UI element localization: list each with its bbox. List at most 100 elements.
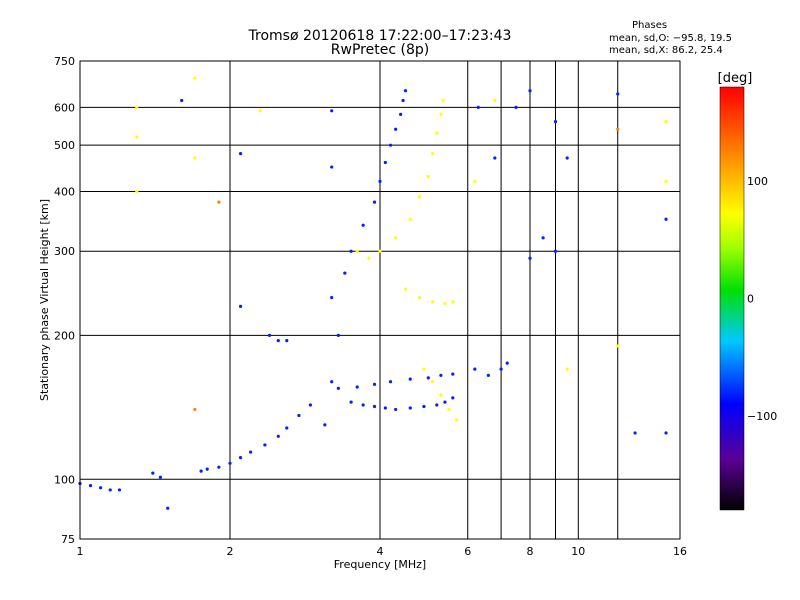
scatter-point — [372, 404, 377, 409]
y-tick-label: 75 — [61, 533, 75, 546]
scatter-point — [238, 152, 243, 156]
scatter-point — [399, 112, 403, 116]
scatter-point — [408, 406, 412, 410]
scatter-point — [664, 431, 668, 435]
scatter-point — [435, 131, 439, 135]
scatter-point — [343, 271, 347, 275]
scatter-point — [276, 434, 280, 438]
scatter-point — [422, 404, 426, 409]
y-tick-label: 100 — [54, 473, 75, 486]
scatter-point — [439, 373, 443, 377]
y-tick-label: 300 — [54, 245, 75, 258]
x-tick-label: 6 — [464, 545, 471, 558]
scatter-point — [486, 373, 490, 377]
scatter-point — [249, 450, 253, 454]
x-axis-label: Frequency [MHz] — [334, 558, 426, 571]
x-tick-label: 4 — [377, 545, 384, 558]
x-tick-label: 10 — [571, 545, 585, 558]
scatter-point — [499, 367, 503, 371]
scatter-point — [99, 486, 103, 490]
scatter-point — [451, 372, 455, 376]
scatter-point — [285, 339, 289, 343]
scatter-point — [336, 333, 340, 337]
scatter-point — [505, 361, 509, 365]
scatter-point — [447, 407, 451, 412]
scatter-point — [355, 385, 359, 389]
y-axis-label: Stationary phase Virtual Height [km] — [38, 199, 51, 401]
scatter-point — [383, 406, 387, 410]
phases-heading: Phases — [632, 20, 668, 31]
scatter-point — [383, 160, 387, 165]
scatter-point — [664, 217, 668, 221]
x-tick-label: 16 — [673, 545, 687, 558]
scatter-point — [435, 403, 439, 407]
x-tick-label: 1 — [77, 545, 84, 558]
scatter-point — [403, 287, 408, 291]
scatter-point — [238, 304, 243, 308]
scatter-point — [193, 156, 197, 160]
scatter-point — [263, 443, 267, 447]
scatter-point — [417, 295, 422, 300]
scatter-point — [388, 380, 393, 384]
phases-x-mode-stats: mean, sd,X: 86.2, 25.4 — [609, 45, 723, 56]
scatter-point — [349, 249, 353, 253]
scatter-point — [443, 302, 447, 306]
scatter-point — [439, 393, 443, 397]
scatter-point — [349, 400, 353, 404]
scatter-point — [417, 195, 422, 199]
scatter-point — [276, 339, 280, 343]
scatter-point — [205, 467, 209, 471]
scatter-point — [330, 380, 334, 384]
scatter-point — [408, 217, 412, 221]
scatter-point — [553, 120, 558, 124]
scatter-point — [430, 300, 435, 304]
scatter-point — [528, 89, 532, 93]
scatter-point — [158, 475, 163, 479]
scatter-point — [330, 109, 334, 113]
scatter-point — [135, 135, 139, 139]
scatter-point — [323, 423, 327, 427]
scatter-point — [430, 380, 435, 384]
scatter-point — [439, 112, 443, 116]
scatter-point — [267, 333, 272, 337]
scatter-point — [633, 431, 637, 435]
scatter-point — [88, 484, 93, 488]
scatter-point — [426, 376, 430, 380]
scatter-point — [476, 105, 480, 109]
x-axis-ticks: 1 2 4 6 8 10 16 — [77, 545, 688, 558]
phases-o-mode-stats: mean, sd,O: −95.8, 19.5 — [609, 33, 732, 44]
scatter-point — [493, 156, 497, 160]
plot-frame — [79, 60, 681, 540]
scatter-point — [426, 174, 430, 179]
scatter-point — [372, 382, 377, 386]
scatter-point — [361, 403, 365, 407]
scatter-point — [394, 127, 398, 131]
scatter-point — [493, 98, 497, 103]
scatter-point — [664, 120, 668, 124]
scatter-point — [388, 143, 393, 147]
scatter-point — [401, 98, 405, 103]
scatter-point — [451, 300, 455, 304]
scatter-point — [108, 488, 112, 492]
scatter-point — [528, 256, 532, 260]
scatter-point — [664, 179, 668, 183]
scatter-point — [455, 418, 459, 422]
scatter-point — [297, 413, 301, 418]
scatter-point — [514, 105, 518, 109]
scatter-point — [441, 98, 445, 103]
scatter-point — [451, 396, 455, 400]
scatter-point — [553, 249, 558, 253]
y-axis-ticks: 75 100 200 300 400 500 600 750 — [54, 55, 75, 546]
colorbar-unit-label: [deg] — [718, 71, 753, 86]
x-tick-label: 8 — [527, 545, 534, 558]
scatter-point — [285, 426, 289, 430]
colorbar-tick-label: 100 — [747, 175, 768, 188]
scatter-point — [616, 92, 620, 96]
scatter-point — [117, 488, 122, 492]
scatter-point — [616, 127, 620, 131]
scatter-point — [330, 165, 334, 169]
scatter-point — [394, 236, 398, 240]
scatter-point — [217, 465, 221, 469]
scatter-point — [199, 469, 203, 473]
scatter-point — [193, 407, 197, 412]
